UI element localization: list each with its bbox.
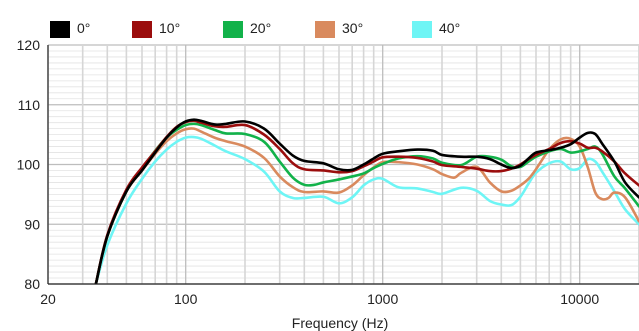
legend-swatch (223, 21, 243, 38)
y-tick-label: 80 (24, 276, 40, 292)
legend-label: 40° (439, 20, 461, 36)
legend-swatch (412, 21, 432, 38)
series-line-40deg (94, 135, 639, 284)
y-tick-label: 100 (17, 157, 41, 173)
y-tick-label: 110 (18, 97, 41, 113)
y-tick-label: 120 (17, 37, 41, 53)
legend-label: 20° (250, 20, 272, 36)
y-tick-label: 90 (24, 216, 40, 232)
legend-label: 10° (159, 20, 181, 36)
plot-grid (47, 44, 639, 285)
x-tick-label: 1000 (367, 291, 398, 307)
series-line-20deg (94, 122, 639, 284)
x-tick-label: 20 (40, 291, 56, 307)
legend-swatch (50, 21, 70, 38)
series-line-30deg (94, 127, 639, 284)
plot-axes: 80 90 100 110 120 20 100 1000 10000 (17, 37, 639, 307)
legend-label: 0° (77, 20, 91, 36)
x-tick-label: 10000 (560, 291, 599, 307)
series-lines (94, 118, 639, 284)
x-tick-label: 100 (174, 291, 198, 307)
legend-swatch (315, 21, 335, 38)
x-axis-label: Frequency (Hz) (292, 315, 388, 331)
series-line-0deg (94, 118, 639, 284)
legend-label: 30° (342, 20, 364, 36)
legend-swatch (132, 21, 152, 38)
